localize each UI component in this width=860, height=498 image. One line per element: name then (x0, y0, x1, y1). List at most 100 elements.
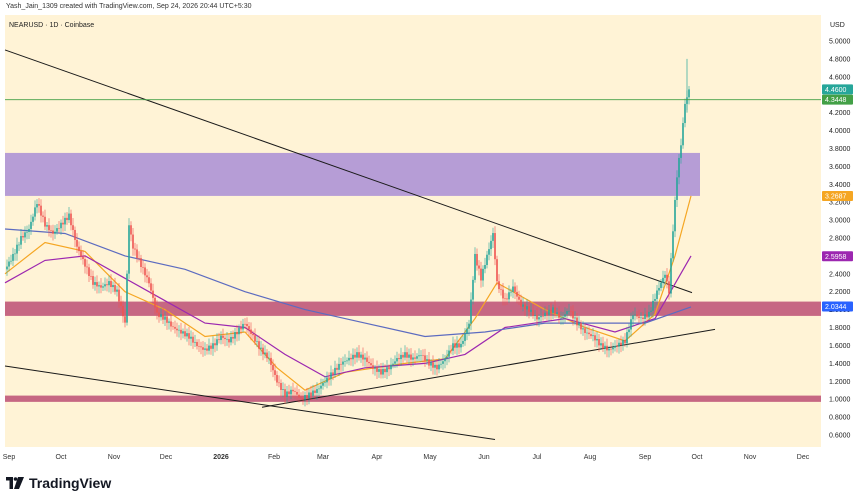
candle-body (138, 258, 140, 259)
candle-body (458, 343, 460, 348)
candle-body (352, 354, 354, 360)
candle-body (358, 352, 360, 358)
candle-body (614, 345, 616, 348)
candle-body (208, 345, 210, 351)
candle-body (244, 323, 246, 325)
candle-body (524, 304, 526, 310)
tradingview-footer: TradingView (6, 473, 111, 493)
candle-body (412, 357, 414, 360)
plot-area[interactable] (5, 15, 821, 447)
candle-body (354, 354, 356, 358)
candle-body (364, 357, 366, 360)
candle-body (568, 310, 570, 312)
y-tick-label: 2.8000 (829, 236, 851, 243)
candle-body (596, 338, 598, 341)
candle-body (396, 358, 398, 362)
candle-body (288, 391, 290, 395)
candle-body (404, 352, 406, 358)
price-marker-label: 2.5958 (825, 254, 847, 261)
candle-body (592, 335, 594, 337)
candle-body (360, 354, 362, 358)
candle-body (226, 338, 228, 340)
candle-body (538, 317, 540, 320)
candle-body (654, 298, 656, 301)
candle-body (212, 343, 214, 349)
x-tick-label: Apr (372, 454, 384, 461)
candle-body (494, 233, 496, 260)
candle-body (448, 350, 450, 357)
candle-body (284, 389, 286, 397)
candle-body (286, 391, 288, 397)
candle-body (22, 236, 24, 238)
candle-body (618, 342, 620, 347)
candle-body (84, 259, 86, 267)
candle-body (258, 341, 260, 349)
candle-body (550, 309, 552, 313)
candle-body (280, 382, 282, 390)
candle-body (370, 363, 372, 366)
candle-body (270, 357, 272, 365)
candle-body (154, 297, 156, 308)
candle-body (652, 300, 654, 311)
candle-body (34, 207, 36, 217)
candle-body (128, 225, 130, 274)
y-tick-label: 1.8000 (829, 325, 851, 332)
candle-body (624, 339, 626, 344)
candle-body (660, 282, 662, 288)
candle-body (612, 347, 614, 350)
price-marker-box (822, 191, 853, 202)
candle-body (106, 284, 108, 286)
candle-body (594, 335, 596, 341)
candle-body (28, 228, 30, 232)
y-tick-label: 3.6000 (829, 164, 851, 171)
candle-body (478, 265, 480, 269)
candle-body (570, 310, 572, 312)
candle-body (462, 340, 464, 344)
candle-body (542, 316, 544, 317)
candle-body (120, 301, 122, 306)
candle-body (168, 321, 170, 323)
candle-body (178, 329, 180, 331)
candle-body (502, 289, 504, 299)
candle-body (662, 277, 664, 283)
candle-body (252, 333, 254, 336)
x-tick-label: Oct (692, 454, 703, 461)
candle-body (580, 323, 582, 330)
candle-body (192, 336, 194, 343)
candle-body (236, 332, 238, 335)
candle-body (328, 377, 330, 379)
candle-body (188, 333, 190, 339)
candle-body (52, 230, 54, 234)
candle-body (202, 347, 204, 350)
x-tick-label: 2026 (213, 454, 229, 461)
candle-body (108, 281, 110, 286)
candle-body (302, 398, 304, 400)
price-marker-box (822, 301, 853, 312)
candle-body (38, 204, 40, 206)
y-tick-label: 4.6000 (829, 74, 851, 81)
candle-body (500, 289, 502, 290)
candle-body (72, 225, 74, 230)
candle-body (46, 225, 48, 227)
y-tick-label: 1.2000 (829, 379, 851, 386)
candle-body (526, 306, 528, 310)
candle-body (344, 361, 346, 362)
candle-body (156, 307, 158, 313)
candle-body (510, 291, 512, 293)
candle-body (104, 284, 106, 287)
candle-body (464, 333, 466, 341)
candle-body (180, 329, 182, 334)
candle-body (172, 326, 174, 328)
candle-body (166, 316, 168, 323)
candle-body (316, 389, 318, 393)
candle-body (452, 343, 454, 351)
trendline (4, 49, 693, 294)
candle-body (246, 323, 248, 327)
x-tick-label: Nov (108, 454, 121, 461)
candle-body (684, 103, 686, 124)
candle-body (444, 358, 446, 362)
candle-body (432, 362, 434, 368)
candle-body (88, 267, 90, 277)
candle-body (398, 358, 400, 360)
